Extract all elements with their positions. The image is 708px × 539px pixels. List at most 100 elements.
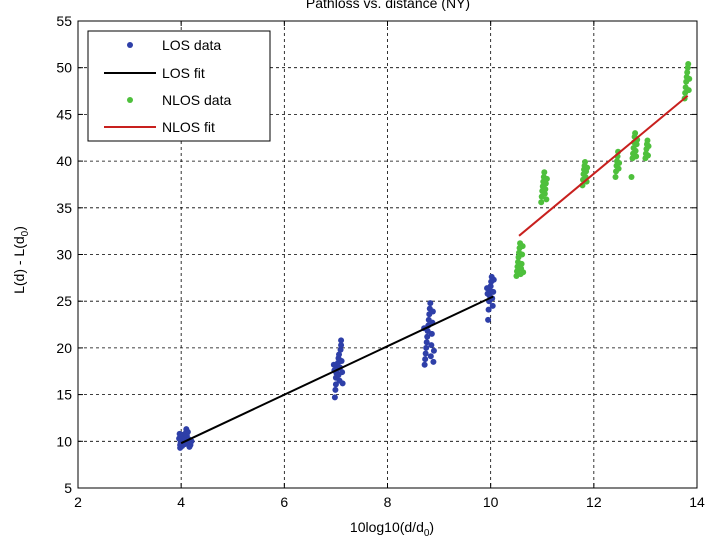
x-tick-label: 12 (586, 494, 602, 510)
legend-box (87, 30, 271, 142)
los-data-point (184, 428, 191, 435)
nlos-data-point (645, 143, 652, 150)
nlos-data-point (542, 180, 549, 187)
los-data-point (332, 381, 339, 388)
y-axis-label: L(d) - L(d0) (11, 226, 31, 294)
los-data-point (176, 435, 183, 442)
los-data-point (331, 394, 338, 401)
y-tick-label: 15 (56, 387, 72, 403)
los-data-point (176, 430, 183, 437)
x-tick-label: 8 (384, 494, 392, 510)
los-data-point (339, 380, 346, 387)
x-tick-label: 4 (177, 494, 185, 510)
los-data-point (428, 330, 435, 337)
los-data-point (429, 308, 436, 315)
nlos-data-point (633, 153, 640, 160)
nlos-data-point (615, 165, 622, 172)
x-tick-label: 6 (280, 494, 288, 510)
los-data-point (423, 339, 430, 346)
y-tick-label: 50 (56, 60, 72, 76)
los-data-point (332, 386, 339, 393)
los-data-point (424, 333, 431, 340)
los-data-point (428, 342, 435, 349)
legend-label-nlos-data: NLOS data (162, 92, 231, 108)
los-data-point (490, 288, 497, 295)
los-data-point (330, 361, 337, 368)
los-data-point (430, 347, 437, 354)
los-data-point (489, 302, 496, 309)
los-data-point (338, 337, 345, 344)
nlos-data-point (518, 260, 525, 267)
nlos-data-point (543, 196, 550, 203)
nlos-data-point (632, 130, 639, 137)
nlos-data-point (582, 159, 589, 166)
nlos-data-point (644, 137, 651, 144)
los-data-point (427, 300, 434, 307)
los-data-point (430, 358, 437, 365)
y-axis-label-subscript: 0 (20, 230, 31, 236)
los-data-point (422, 356, 429, 363)
nlos-data-point (685, 60, 692, 67)
nlos-data-point (616, 159, 623, 166)
axis-ticks: 2 4 6 8 10 12 14 5 10 15 20 25 30 35 40 45 50 55 (56, 13, 705, 510)
nlos-data-point (542, 186, 549, 193)
los-data-point (423, 344, 430, 351)
los-data-point (421, 361, 428, 368)
nlos-data-point (628, 173, 635, 180)
nlos-fit-line (518, 94, 689, 237)
x-axis-label-main: 10log10(d/d (350, 519, 424, 535)
los-data-point (338, 357, 345, 364)
nlos-data-point (684, 69, 691, 76)
y-tick-label: 55 (56, 13, 72, 29)
y-tick-label: 35 (56, 200, 72, 216)
nlos-data-point (541, 169, 548, 176)
los-data-point (339, 369, 346, 376)
nlos-data-point (633, 141, 640, 148)
y-tick-label: 45 (56, 106, 72, 122)
nlos-data-point (519, 251, 526, 258)
los-data-point (485, 306, 492, 313)
x-tick-label: 10 (483, 494, 499, 510)
los-fit-line (180, 295, 494, 445)
x-tick-label: 2 (74, 494, 82, 510)
los-data-point (338, 342, 345, 349)
legend-swatch-los-data (127, 42, 133, 48)
legend: LOS data LOS fit NLOS data NLOS fit (87, 30, 271, 142)
nlos-data-point (686, 75, 693, 82)
nlos-data-point (543, 175, 550, 182)
nlos-data-point (584, 164, 591, 171)
x-axis-label-close: ) (429, 519, 434, 535)
los-data-point (485, 316, 492, 323)
x-tick-label: 14 (689, 494, 705, 510)
legend-label-los-fit: LOS fit (162, 65, 205, 81)
los-data-point (484, 290, 491, 297)
nlos-data-point (519, 243, 526, 250)
nlos-data-point (520, 269, 527, 276)
los-data-point (484, 285, 491, 292)
nlos-data-point (538, 199, 545, 206)
legend-swatch-nlos-data (127, 97, 133, 103)
x-axis-label-subscript: 0 (424, 528, 430, 539)
los-data-point (422, 350, 429, 357)
y-tick-label: 25 (56, 293, 72, 309)
nlos-data-point (612, 173, 619, 180)
los-data-point (490, 276, 497, 283)
y-axis-label-close: ) (11, 226, 27, 231)
y-tick-label: 20 (56, 340, 72, 356)
nlos-data-point (685, 87, 692, 94)
nlos-data-point (541, 190, 548, 197)
x-axis-label: 10log10(d/d0) (350, 519, 434, 539)
los-data-point (186, 443, 193, 450)
y-axis-label-main: L(d) - L(d (11, 236, 27, 294)
plot-marks (176, 60, 693, 451)
y-tick-label: 40 (56, 153, 72, 169)
y-tick-label: 5 (64, 480, 72, 496)
los-data-point (427, 353, 434, 360)
los-data-point (336, 351, 343, 358)
legend-label-nlos-fit: NLOS fit (162, 119, 215, 135)
chart-title: Pathloss vs. distance (NY) (306, 0, 470, 11)
y-tick-label: 10 (56, 433, 72, 449)
y-tick-label: 30 (56, 247, 72, 263)
legend-label-los-data: LOS data (162, 37, 221, 53)
